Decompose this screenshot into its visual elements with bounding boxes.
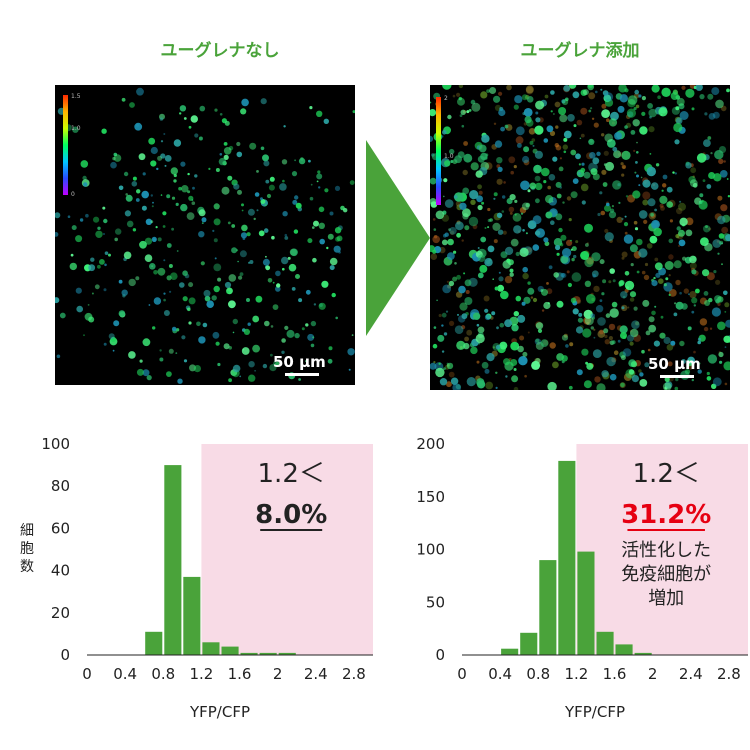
y-tick-label: 0 — [435, 646, 445, 664]
fluorescence-texture — [430, 85, 730, 390]
annotation-note: 増加 — [648, 588, 684, 609]
histogram-bar — [596, 631, 614, 655]
histogram-bar — [615, 644, 633, 655]
x-tick-label: 0 — [457, 665, 467, 683]
y-tick-label: 20 — [51, 604, 70, 622]
scale-bar: 50 μm — [273, 353, 326, 376]
histogram-bar — [164, 465, 182, 655]
histogram-bar — [278, 652, 296, 655]
colorbar-tick: 1.0 — [444, 153, 454, 160]
x-tick-label: 2 — [648, 665, 658, 683]
y-tick-label: 200 — [416, 435, 445, 453]
x-tick-label: 0.4 — [113, 665, 137, 683]
x-tick-label: 1.2 — [564, 665, 588, 683]
micrograph-without-euglena: 1.5 1.0 0 50 μm — [55, 85, 355, 385]
colorbar — [63, 95, 68, 195]
annotation-value: 8.0% — [255, 500, 327, 530]
annotation-threshold: 1.2＜ — [258, 459, 325, 489]
histogram-bar — [634, 652, 652, 655]
micrograph-with-euglena: 2 1.0 50 μm — [430, 85, 730, 390]
x-tick-label: 2.8 — [717, 665, 741, 683]
panel-title-left: ユーグレナなし — [160, 41, 280, 61]
y-tick-label: 100 — [41, 435, 70, 453]
highlight-region — [576, 444, 748, 655]
histogram-bar — [221, 646, 239, 655]
y-tick-label: 0 — [60, 646, 70, 664]
histogram-bar — [183, 576, 201, 655]
x-axis-label: YFP/CFP — [564, 703, 625, 721]
x-tick-label: 0.8 — [526, 665, 550, 683]
histogram-with-euglena: 0 50 100 150 200 0 0.4 0.8 1.2 1.6 2 2.4 2.8 YFP/CFP 1… — [416, 435, 748, 721]
y-tick-label: 40 — [51, 562, 70, 580]
fluorescence-texture — [55, 87, 355, 384]
y-axis-label: 細 — [20, 523, 34, 539]
histogram-bar — [501, 648, 519, 655]
x-tick-label: 2.8 — [342, 665, 366, 683]
histogram-bar — [145, 631, 163, 655]
colorbar-tick: 2 — [444, 95, 448, 102]
scale-bar-line — [660, 375, 694, 378]
annotation-note: 免疫細胞が — [621, 564, 711, 585]
histogram-bar — [259, 652, 277, 655]
y-tick-label: 60 — [51, 519, 70, 537]
x-tick-label: 1.2 — [189, 665, 213, 683]
histogram-bar — [558, 460, 576, 655]
x-tick-label: 2.4 — [304, 665, 328, 683]
y-tick-label: 150 — [416, 488, 445, 506]
x-tick-label: 2 — [273, 665, 283, 683]
x-tick-label: 0.4 — [488, 665, 512, 683]
arrow-right-icon — [366, 140, 430, 336]
scale-bar-label: 50 μm — [273, 353, 326, 371]
y-tick-label: 100 — [416, 541, 445, 559]
histogram-without-euglena: 0 20 40 60 80 100 0 0.4 0.8 1.2 1.6 2 2.4 2.8 YFP/CFP 細… — [20, 435, 373, 721]
highlight-region — [201, 444, 373, 655]
colorbar-tick: 1.0 — [71, 125, 81, 132]
histogram-bar — [520, 632, 538, 655]
y-tick-label: 80 — [51, 477, 70, 495]
panel-title-right: ユーグレナ添加 — [520, 41, 640, 61]
annotation-value: 31.2% — [621, 500, 711, 530]
colorbar-tick: 0 — [71, 191, 75, 198]
scale-bar-line — [285, 373, 319, 376]
y-axis-label: 数 — [20, 559, 34, 575]
y-tick-label: 50 — [426, 593, 445, 611]
scale-bar: 50 μm — [648, 355, 701, 378]
x-tick-label: 1.6 — [228, 665, 252, 683]
y-axis-label: 胞 — [20, 541, 34, 557]
x-tick-label: 0.8 — [151, 665, 175, 683]
colorbar — [436, 97, 441, 205]
annotation-threshold: 1.2＜ — [633, 459, 700, 489]
histogram-bar — [202, 642, 220, 655]
x-axis-label: YFP/CFP — [189, 703, 250, 721]
scale-bar-label: 50 μm — [648, 355, 701, 373]
histogram-bar — [240, 652, 258, 655]
histogram-bar — [577, 551, 595, 655]
x-tick-label: 2.4 — [679, 665, 703, 683]
x-tick-label: 1.6 — [603, 665, 627, 683]
x-tick-label: 0 — [82, 665, 92, 683]
histogram-bar — [539, 560, 557, 655]
annotation-note: 活性化した — [621, 540, 711, 561]
colorbar-tick: 1.5 — [71, 93, 81, 100]
